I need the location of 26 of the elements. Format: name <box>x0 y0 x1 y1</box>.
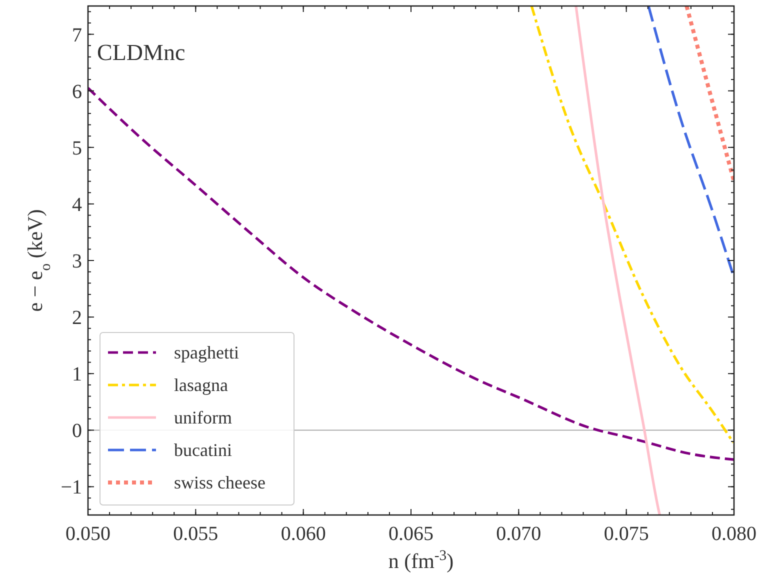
x-tick-label: 0.080 <box>712 523 756 545</box>
x-tick-label: 0.075 <box>604 523 649 545</box>
legend-label: bucatini <box>174 440 232 460</box>
line-series <box>88 86 734 461</box>
legend-label: lasagna <box>174 375 228 395</box>
x-tick-label: 0.070 <box>496 523 542 545</box>
annotation: CLDMnc <box>97 40 186 65</box>
legend-label: uniform <box>174 408 232 428</box>
y-tick-label: 7 <box>72 24 82 46</box>
x-tick-label: 0.065 <box>388 523 434 545</box>
y-tick-label: 3 <box>72 250 82 272</box>
x-tick-label: 0.055 <box>173 523 218 545</box>
legend-label: spaghetti <box>174 342 239 362</box>
x-axis-title: n (fm$^{-3}$) <box>388 548 454 573</box>
y-tick-label: 1 <box>72 364 82 386</box>
y-tick-label: 5 <box>72 137 82 160</box>
line-series <box>530 6 734 444</box>
y-tick-label: 6 <box>72 80 82 103</box>
y-tick-label: 2 <box>72 307 82 330</box>
legend-label: swiss cheese <box>174 472 266 492</box>
y-tick-label: 4 <box>72 194 82 216</box>
line-series <box>574 6 662 515</box>
y-tick-label: −1 <box>60 476 82 499</box>
x-tick-label: 0.060 <box>280 523 326 545</box>
y-tick-label: 0 <box>72 420 82 442</box>
x-tick-label: 0.050 <box>66 523 110 545</box>
